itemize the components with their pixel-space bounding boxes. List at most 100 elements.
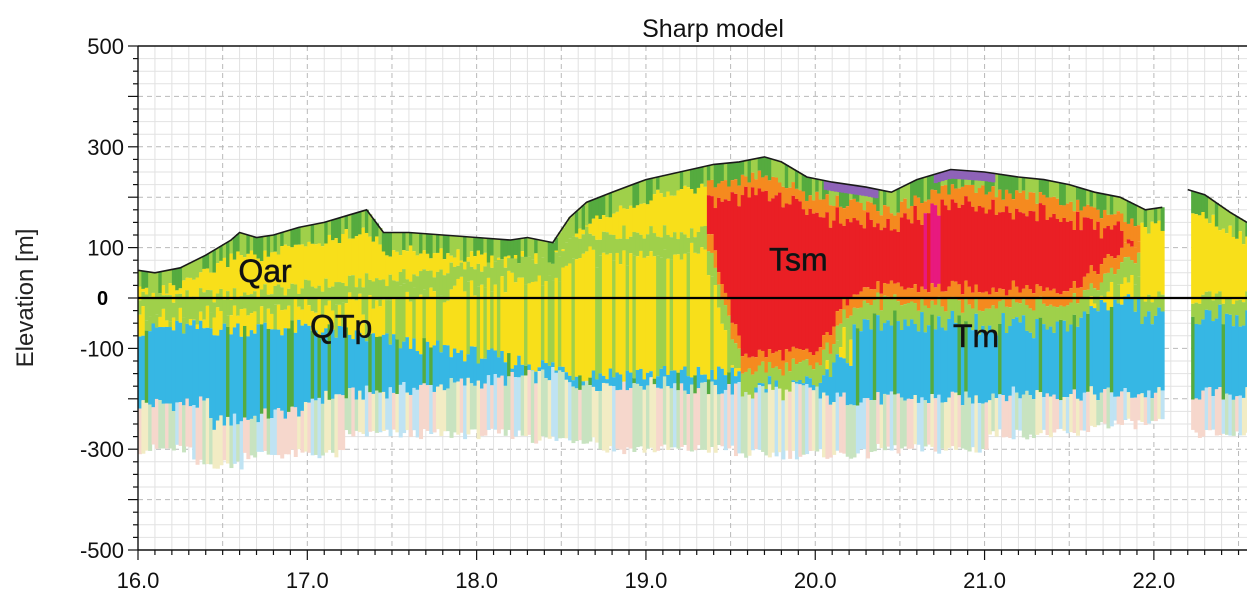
section-cell [364, 385, 369, 437]
section-cell [469, 237, 474, 252]
section-cell [344, 327, 349, 399]
section-cell [527, 369, 532, 435]
section-cell [991, 330, 996, 394]
section-cell [747, 159, 752, 183]
section-cell [994, 173, 999, 198]
section-cell [439, 234, 444, 249]
section-cell [1103, 302, 1108, 390]
section-cell [456, 236, 461, 250]
section-cell [276, 329, 281, 409]
section-cell [320, 291, 325, 317]
section-cell [673, 195, 678, 233]
section-cell [998, 288, 1003, 302]
section-cell [1211, 200, 1216, 215]
section-cell [761, 350, 766, 362]
y-tick-label: 100 [87, 236, 124, 261]
section-cell [855, 308, 860, 329]
section-cell [395, 232, 400, 252]
section-cell [954, 298, 959, 323]
section-cell [320, 332, 325, 404]
section-cell [757, 382, 762, 386]
section-cell [987, 294, 992, 309]
section-cell [307, 241, 312, 281]
section-cell [209, 290, 214, 313]
section-cell [869, 202, 874, 220]
section-cell [459, 260, 464, 263]
section-cell [226, 242, 231, 268]
section-cell [625, 265, 630, 371]
section-cell [1106, 310, 1111, 388]
section-cell [605, 254, 610, 380]
section-cell [849, 315, 854, 340]
section-cell [469, 266, 474, 281]
section-cell [828, 353, 833, 377]
section-cell [557, 256, 562, 282]
section-cell [1106, 291, 1111, 311]
section-cell [984, 291, 989, 309]
section-cell [764, 392, 769, 456]
section-cell [1018, 192, 1023, 213]
section-cell [351, 275, 356, 300]
section-cell [226, 267, 231, 292]
section-cell [605, 232, 610, 255]
section-cell [571, 380, 576, 387]
section-cell [710, 179, 715, 197]
section-cell [1147, 390, 1152, 424]
section-cell [141, 271, 146, 289]
section-cell [845, 305, 850, 319]
section-cell [490, 238, 495, 256]
section-cell [943, 311, 948, 331]
section-cell [903, 319, 908, 401]
section-cell [913, 180, 918, 196]
section-cell [954, 202, 959, 282]
section-cell [168, 403, 173, 449]
section-cell [151, 272, 156, 293]
section-cell [612, 234, 617, 261]
section-cell [916, 310, 921, 332]
section-cell [266, 308, 271, 329]
section-cell [1055, 182, 1060, 199]
section-cell [1065, 221, 1070, 292]
section-cell [568, 375, 573, 383]
section-cell [652, 378, 657, 385]
section-cell [808, 208, 813, 353]
section-cell [1160, 207, 1165, 231]
section-cell [774, 386, 779, 457]
section-cell [1123, 277, 1128, 297]
section-cell [375, 223, 380, 237]
section-cell [825, 360, 830, 370]
section-cell [764, 190, 769, 358]
section-cell [226, 416, 231, 464]
section-cell [744, 391, 749, 458]
section-cell [1059, 205, 1064, 223]
section-cell [882, 190, 887, 206]
section-cell [998, 394, 1003, 430]
section-cell [1208, 198, 1213, 224]
section-cell [649, 200, 654, 227]
section-cell [1031, 178, 1036, 193]
section-cell [879, 404, 884, 449]
section-cell [700, 167, 705, 184]
section-cell [612, 191, 617, 214]
section-cell [578, 375, 583, 390]
section-cell [1052, 196, 1057, 214]
section-cell [144, 330, 149, 403]
section-cell [920, 299, 925, 313]
section-cell [354, 287, 359, 301]
section-cell [331, 219, 336, 241]
section-cell [507, 255, 512, 259]
section-cell [280, 246, 285, 288]
section-cell [801, 209, 806, 351]
section-cell [794, 199, 799, 349]
section-cell [486, 262, 491, 278]
section-cell [696, 388, 701, 446]
section-cell [811, 385, 816, 391]
section-cell [178, 288, 183, 294]
section-cell [486, 238, 491, 263]
section-cell [1241, 397, 1246, 436]
section-cell [361, 287, 366, 315]
section-cell [1130, 240, 1135, 247]
section-cell [937, 394, 942, 454]
x-tick-label: 19.0 [625, 568, 668, 593]
